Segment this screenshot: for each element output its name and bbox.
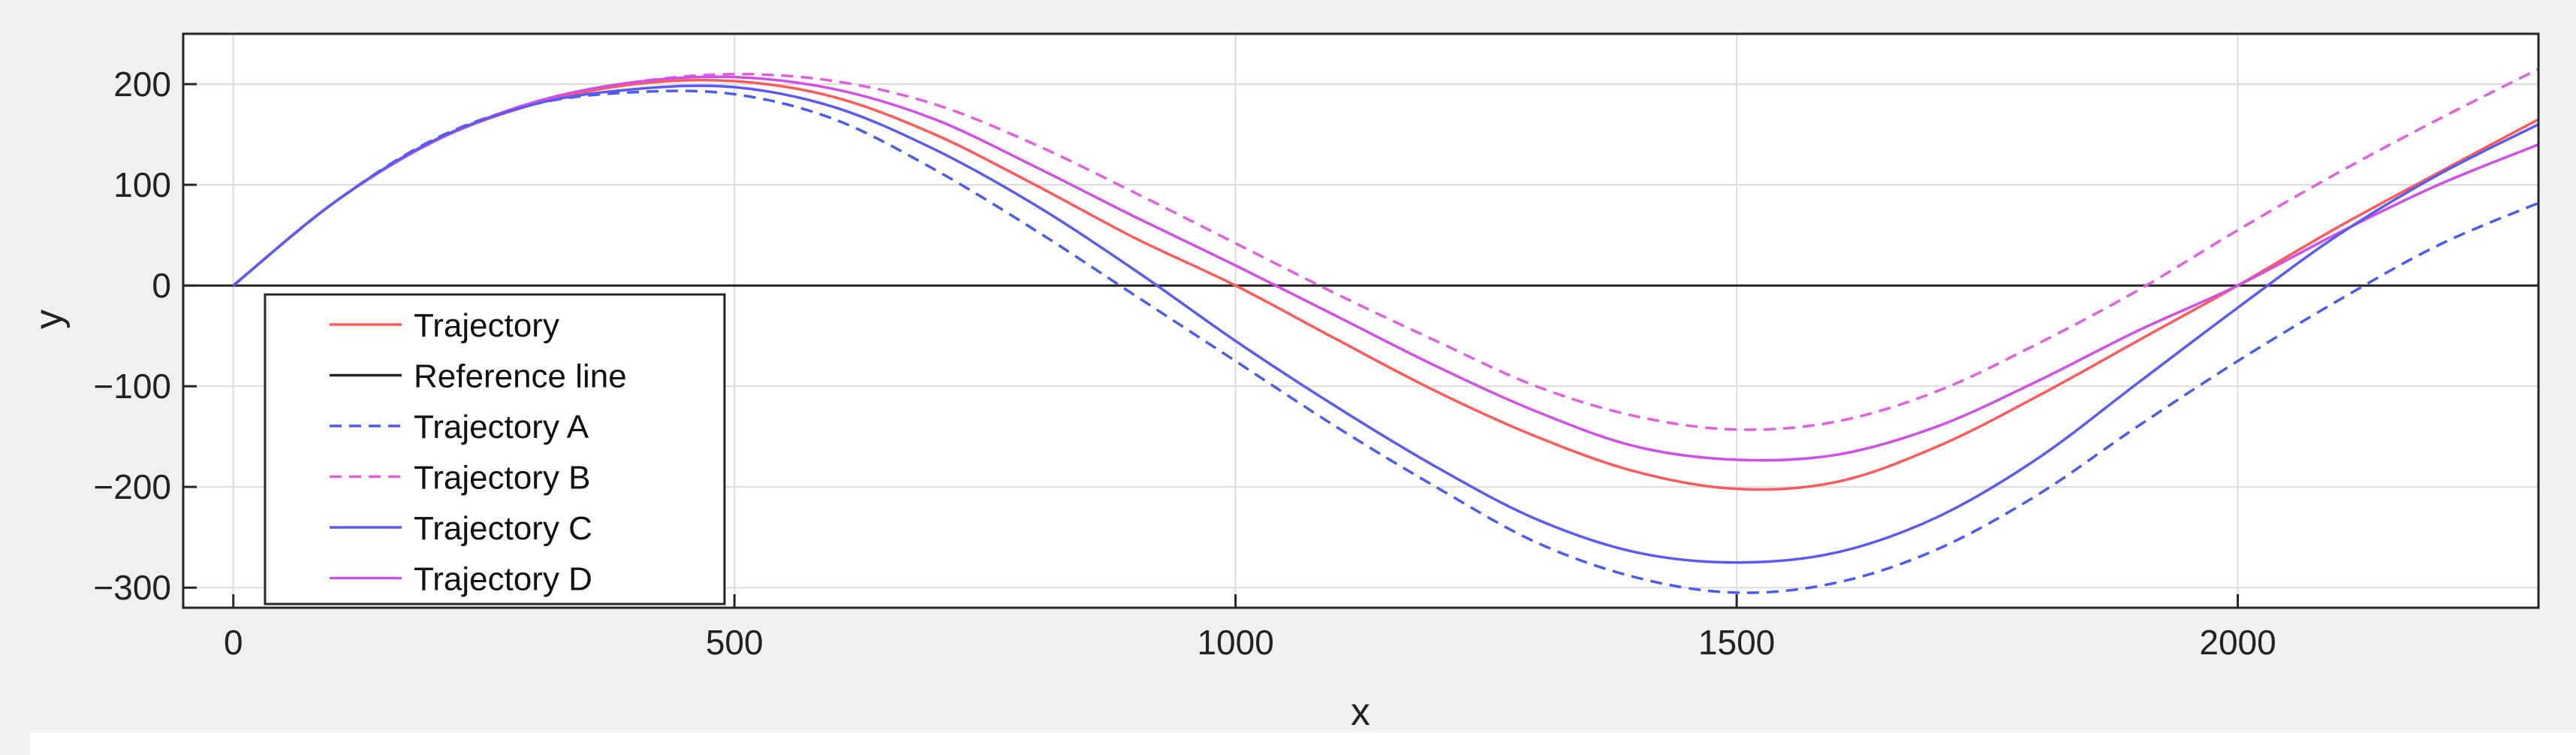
y-tick-label: 200: [113, 65, 171, 104]
legend-label: Trajectory B: [414, 460, 591, 497]
y-tick-label: 0: [152, 266, 171, 305]
y-tick-label: −200: [93, 467, 171, 506]
x-tick-label: 1500: [1698, 623, 1775, 662]
legend: Trajectory Reference line Trajectory A Traj…: [264, 293, 726, 606]
x-axis-label: x: [1351, 690, 1370, 734]
x-tick-label: 2000: [2199, 623, 2276, 662]
plot-frame: [182, 32, 2540, 609]
legend-label: Trajectory: [414, 307, 559, 344]
series-line-trajectory-d: [232, 75, 2539, 462]
y-tick-labels: 200 100 0 −100 −200 −300: [93, 65, 171, 607]
series-line-trajectory-a: [232, 89, 2539, 594]
figure-bottom-strip: [30, 732, 2576, 755]
series-line-trajectory: [232, 78, 2539, 491]
tick-marks: [183, 83, 2240, 608]
y-tick-label: −100: [93, 367, 171, 406]
legend-label: Trajectory C: [414, 510, 592, 547]
legend-label: Reference line: [414, 358, 627, 395]
y-tick-label: 100: [113, 165, 171, 204]
x-tick-label: 1000: [1197, 623, 1273, 662]
series-lines: [183, 68, 2539, 594]
x-tick-labels: 0 500 1000 1500 2000: [224, 623, 2276, 662]
series-line-trajectory-b: [232, 68, 2539, 431]
legend-label: Trajectory A: [414, 409, 589, 445]
series-line-trajectory-c: [232, 84, 2539, 564]
y-tick-label: −300: [93, 568, 171, 607]
x-tick-label: 0: [224, 623, 243, 662]
legend-label: Trajectory D: [414, 561, 592, 598]
y-axis-label: y: [27, 310, 71, 329]
x-tick-label: 500: [706, 623, 764, 662]
legend-box: [264, 293, 726, 606]
